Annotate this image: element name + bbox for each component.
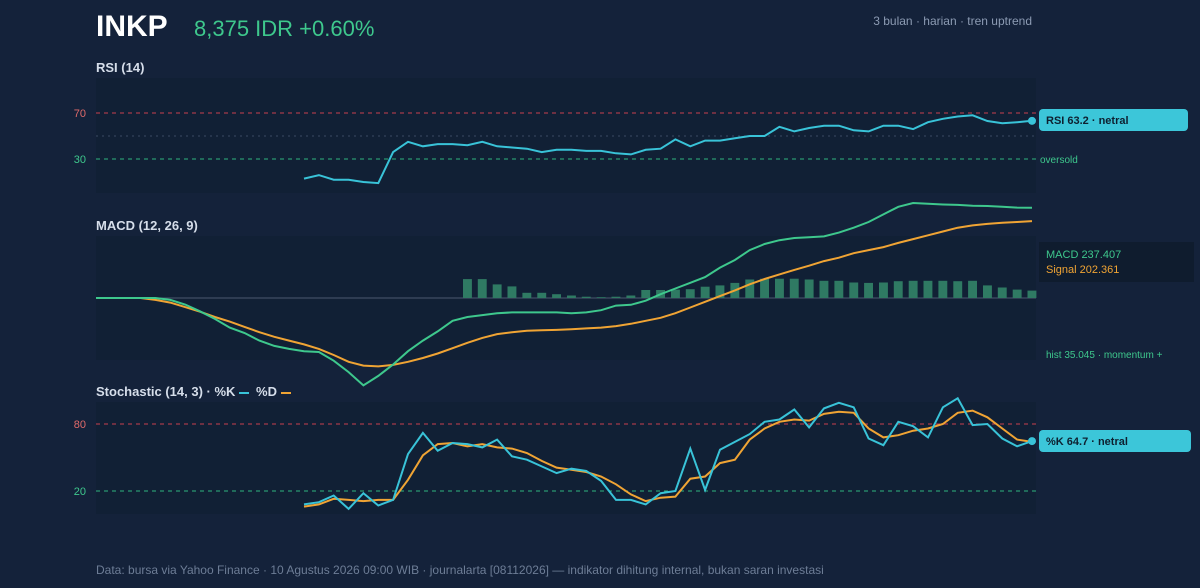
price-change: 8,375 IDR +0.60% [194,16,375,41]
signal-value-label: Signal 202.361 [1046,264,1119,276]
histogram-bar [477,279,487,298]
histogram-bar [775,278,784,298]
histogram-bar [685,289,695,298]
histogram-bar [596,297,606,298]
stochastic-panel [96,402,1036,514]
rsi-tick-70: 70 [74,108,86,120]
percent-k-legend-swatch [239,391,250,394]
stoch-badge-text: %K 64.7 · netral [1046,436,1128,448]
histogram-bar [507,286,517,298]
signal-line [96,220,1033,368]
histogram-bar [983,285,992,298]
histogram-bar [671,289,680,298]
histogram-bar [745,279,755,298]
stoch-tick-20: 20 [74,486,86,498]
histogram-bar [700,286,710,298]
stochastic-title-text: Stochastic (14, 3) · %K [96,384,236,399]
histogram-bar [908,280,918,298]
histogram-bar [760,278,769,298]
rsi-value-badge [1039,109,1188,131]
rsi-line [303,114,1033,185]
histogram-bar [789,278,799,298]
histogram-bar [522,292,532,299]
histogram-bar [611,296,621,298]
histogram-bar [552,294,561,298]
histogram-bar [893,281,903,298]
histogram-bar [1027,290,1037,298]
percent-d-line [303,409,1033,508]
ticker-symbol: INKP [96,10,168,43]
histogram-bar [923,280,933,298]
histogram-bar [1012,289,1022,298]
histogram-bar [804,279,814,298]
percent-d-legend-label: %D [252,384,277,399]
rsi-oversold-label: oversold [1040,155,1078,166]
percent-k-line [303,396,1033,511]
macd-panel-title: MACD (12, 26, 9) [96,218,198,233]
rsi-last-point [1028,116,1036,125]
rsi-tick-30: 30 [74,154,86,166]
macd-legend-box [1039,242,1194,282]
rsi-badge-text: RSI 63.2 · netral [1046,115,1129,127]
histogram-bar [879,282,888,298]
stoch-value-badge [1039,430,1191,452]
macd-line [96,201,1033,387]
histogram-bar [463,279,472,298]
histogram-bar [819,280,829,298]
histogram-bar [849,282,859,298]
histogram-bar [938,280,948,298]
histogram-bar [492,284,502,299]
histogram-bar [567,295,576,298]
stochastic-panel-title: Stochastic (14, 3) · %K %D [96,384,294,399]
chart-subtitle: 3 bulan · harian · tren uptrend [873,14,1032,28]
stoch-tick-80: 80 [74,419,86,431]
histogram-bar [715,285,725,298]
histogram-bar [834,280,844,298]
histogram-bar [537,292,547,299]
macd-histogram [463,278,1037,299]
histogram-bar [864,282,873,298]
percent-d-legend-swatch [281,391,291,394]
histogram-bar [626,295,636,298]
histogram-bar [581,296,591,298]
rsi-panel-title: RSI (14) [96,60,145,75]
histogram-bar [968,280,977,298]
macd-value-label: MACD 237.407 [1046,249,1121,261]
footer-note: Data: bursa via Yahoo Finance · 10 Agust… [96,563,824,577]
percent-k-last-point [1028,437,1036,446]
histogram-value-label: hist 35.045 · momentum + [1046,350,1163,361]
histogram-bar [953,281,963,298]
histogram-bar [641,290,651,298]
histogram-bar [997,287,1007,298]
